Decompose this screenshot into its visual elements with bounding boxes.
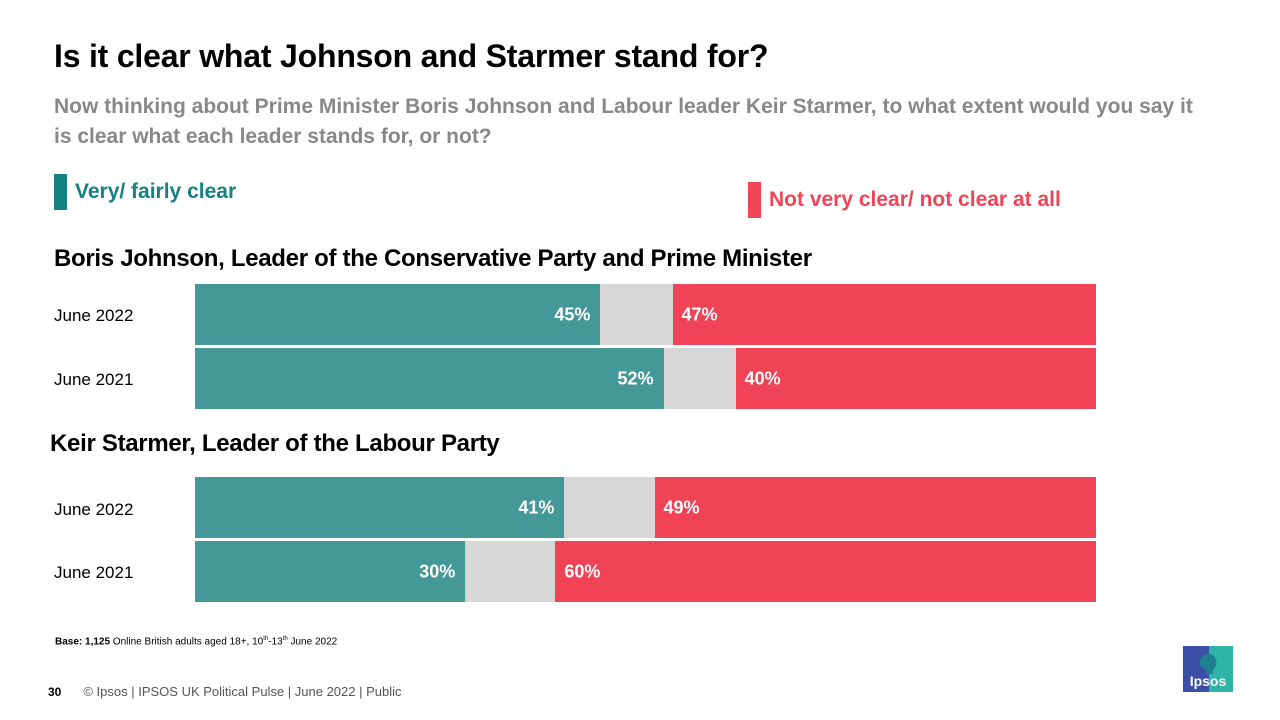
row-label: June 2022 [54, 306, 134, 325]
ipsos-logo-icon: Ipsos [1183, 646, 1233, 692]
data-label: 45% [554, 304, 591, 324]
bar-segment-not-clear: 40% [735, 348, 1096, 409]
bar-segment-not-clear: 47% [672, 284, 1096, 345]
stacked-bar: 52% 40% [195, 348, 1096, 409]
legend-very-fairly-clear: Very/ fairly clear [54, 174, 236, 210]
stacked-bar: 41% 49% [195, 477, 1096, 538]
base-sup: th [282, 636, 288, 642]
stacked-bar: 45% 47% [195, 284, 1096, 345]
stacked-bar: 30% 60% [195, 541, 1096, 602]
data-label: 60% [564, 561, 601, 581]
base-label: Base: [55, 636, 83, 648]
bar-segment-clear: 52% [195, 348, 664, 409]
base-text-end: June 2022 [287, 636, 338, 648]
group-title-johnson: Boris Johnson, Leader of the Conservativ… [54, 245, 812, 272]
logo-text: Ipsos [1190, 673, 1227, 689]
legend-label-not-clear: Not very clear/ not clear at all [769, 188, 1061, 211]
page-number: 30 [48, 685, 62, 699]
data-label: 49% [663, 497, 700, 517]
legend-not-clear: Not very clear/ not clear at all [748, 182, 1061, 218]
legend-swatch-clear [54, 174, 67, 210]
legend-swatch-not-clear [748, 182, 761, 218]
bar-segment-clear: 41% [195, 477, 565, 538]
data-label: 47% [681, 304, 718, 324]
page-title: Is it clear what Johnson and Starmer sta… [54, 38, 769, 74]
bar-segment-neither [663, 348, 736, 409]
bar-segment-neither [564, 477, 655, 538]
data-label: 41% [518, 497, 555, 517]
bar-segment-neither [465, 541, 556, 602]
data-label: 40% [744, 368, 781, 388]
base-sup: th [263, 636, 269, 642]
footer-text: © Ipsos | IPSOS UK Political Pulse | Jun… [83, 684, 402, 699]
base-text-mid: -13 [268, 636, 283, 648]
bar-segment-neither [600, 284, 673, 345]
bar-segment-clear: 45% [195, 284, 601, 345]
group-title-starmer: Keir Starmer, Leader of the Labour Party [50, 430, 500, 457]
base-note: Base: 1,125 Online British adults aged 1… [55, 636, 337, 647]
footer: 30 © Ipsos | IPSOS UK Political Pulse | … [48, 684, 402, 699]
data-label: 52% [617, 368, 654, 388]
base-count: 1,125 [85, 636, 111, 648]
base-text: Online British adults aged 18+, 10 [110, 636, 264, 648]
bar-segment-clear: 30% [195, 541, 466, 602]
row-label: June 2022 [54, 500, 134, 519]
row-label: June 2021 [54, 370, 134, 389]
question-subtitle: Now thinking about Prime Minister Boris … [54, 95, 1193, 148]
data-label: 30% [419, 561, 456, 581]
legend-label-clear: Very/ fairly clear [75, 180, 237, 203]
row-label: June 2021 [54, 563, 134, 582]
ipsos-logo: Ipsos [1183, 646, 1233, 692]
bar-segment-not-clear: 60% [555, 541, 1096, 602]
bar-segment-not-clear: 49% [654, 477, 1096, 538]
